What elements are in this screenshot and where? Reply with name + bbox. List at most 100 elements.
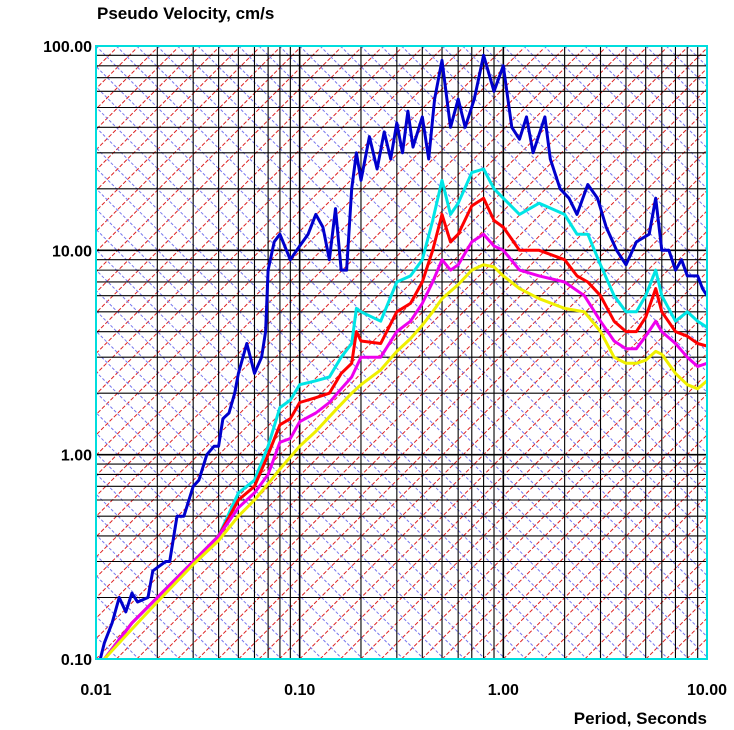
series-line-1 [98,53,707,659]
diagonal-disp-line [278,46,707,475]
diagonal-disp-line [96,635,117,658]
diagonal-accel-line [96,47,199,151]
x-tick-label: 0.01 [80,682,111,699]
series-layer [98,53,707,659]
diagonal-accel-line [441,393,707,659]
diagonal-disp-line [96,554,199,658]
diagonal-accel-line [96,47,158,110]
diagonal-disp-line [96,106,647,658]
diagonal-accel-line [96,47,423,375]
diagonal-disp-line [523,46,707,231]
series-line-2 [103,167,707,659]
diagonal-accel-line [96,47,239,192]
diagonal-accel-line [0,48,55,659]
diagonal-disp-line [96,330,423,658]
diagonal-disp-line [360,46,707,393]
diagonal-accel-line [96,47,647,599]
y-tick-label: 10.00 [52,243,92,260]
x-tick-label: 0.10 [284,682,315,699]
diagonal-accel-line [625,576,707,659]
diagonal-disp-line [96,126,626,658]
diagonal-accel-line [727,48,734,659]
diagonal-accel-line [96,47,117,70]
diagonal-disp-line [96,595,158,658]
diagonal-disp-line [156,46,707,597]
diagonal-accel-line [584,536,707,659]
diagonal-accel-line [564,515,707,659]
diagonal-accel-line [238,189,707,659]
diagonal-disp-line [177,46,707,577]
chart-title: Pseudo Velocity, cm/s [97,4,275,23]
diagonal-disp-line [665,46,707,88]
diagonal-accel-line [156,108,707,659]
diagonal-disp-line [96,656,97,657]
diagonal-accel-line [96,47,443,395]
diagonal-disp-line [299,46,707,455]
diagonal-disp-line [96,350,402,658]
diagonal-disp-line [686,46,707,68]
diagonal-accel-line [96,47,260,212]
diagonal-accel-line [0,48,76,659]
diagonal-accel-line [96,47,545,497]
diagonal-accel-line [96,47,219,171]
diagonal-disp-line [96,65,687,658]
diagonal-accel-line [96,47,382,334]
diagonal-disp-line [604,46,707,149]
y-tick-label: 1.00 [61,448,92,465]
diagonal-accel-line [421,373,707,659]
diagonal-accel-line [96,47,402,355]
diagonal-disp-line [380,46,707,373]
diagonal-disp-line [96,472,280,658]
diagonal-disp-line [96,46,707,658]
diagonal-disp-line [0,46,55,657]
diagonal-accel-line [96,47,178,131]
diagonal-accel-line [96,47,504,457]
diagonal-accel-line [96,47,606,558]
diagonal-disp-line [96,534,219,658]
diagonal-disp-line [0,46,76,657]
series-line-4 [103,232,707,659]
diagonal-disp-line [96,574,178,658]
diagonal-accel-line [360,312,707,659]
x-tick-label: 10.00 [687,682,727,699]
diagonal-accel-line [96,47,280,233]
plot-frame [95,45,708,660]
diagonal-disp-line [96,167,586,658]
axis-layer: 0.01 0.10 1.00 10.00 0.10 1.00 10.00 100.00 Peri… [43,39,727,728]
y-tick-label: 0.10 [61,652,92,669]
diagonal-accel-line [96,47,362,314]
series-line-5 [103,263,707,659]
diagonal-accel-line [686,637,707,659]
diagonal-accel-line [482,434,707,659]
y-tick-label: 100.00 [43,39,92,56]
diagonal-accel-line [96,47,626,579]
diagonal-disp-line [96,310,443,658]
diagonal-disp-line [258,46,707,495]
diagonal-accel-line [96,47,301,253]
diagonal-accel-line [523,474,707,659]
diagonal-disp-line [96,248,504,658]
diagonal-disp-line [441,46,707,312]
diagonal-accel-line [177,128,707,659]
diagonal-accel-line [380,332,707,659]
diagonal-accel-line [706,658,707,659]
diagonal-disp-line [727,46,734,657]
diagonal-accel-line [96,47,687,640]
diagonal-accel-line [543,495,707,659]
diagonal-accel-line [0,48,35,659]
diagonal-accel-line [217,169,707,659]
diagonal-disp-line [96,411,341,658]
diagonal-disp-line [96,513,239,658]
diagonal-accel-line [136,88,707,659]
diagonal-disp-line [625,46,707,129]
diagonal-disp-line [96,147,606,658]
diagonal-accel-line [299,250,707,659]
diagonal-accel-line [0,48,15,659]
diagonal-disp-line [217,46,707,536]
diagonal-accel-line [96,48,97,49]
x-tick-label: 1.00 [488,682,519,699]
diagonal-accel-line [96,47,586,538]
diagonal-disp-line [0,46,15,657]
diagonal-accel-line [96,47,565,518]
